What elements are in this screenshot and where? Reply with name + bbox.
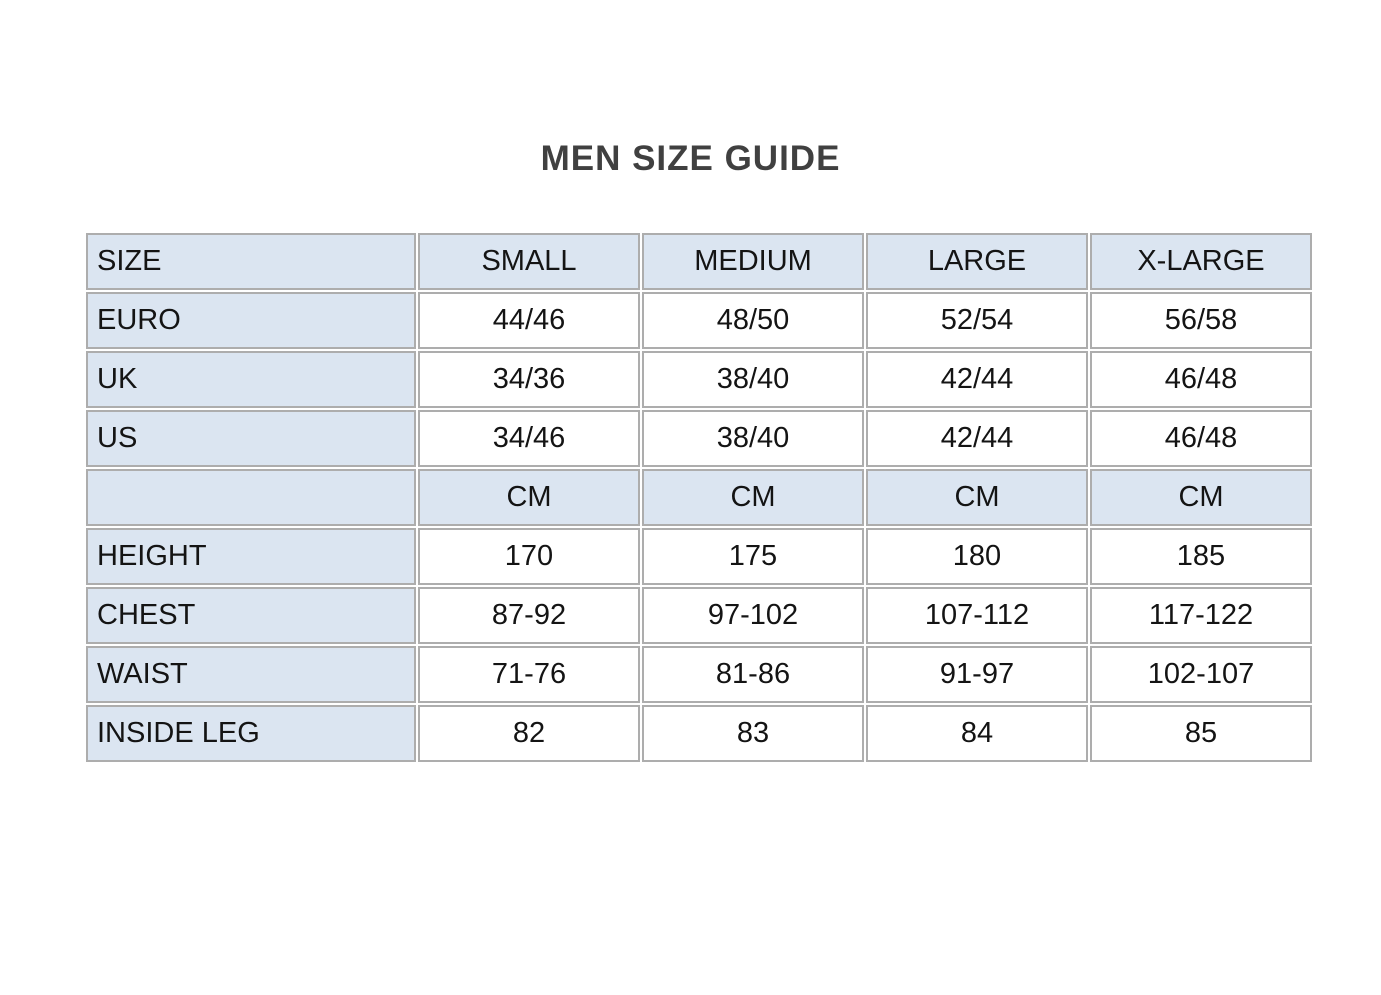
value-cell: 52/54 bbox=[866, 292, 1088, 349]
header-cell-size: SIZE bbox=[86, 233, 416, 290]
value-cell: 97-102 bbox=[642, 587, 864, 644]
row-label-cell: HEIGHT bbox=[86, 528, 416, 585]
value-cell: 42/44 bbox=[866, 410, 1088, 467]
table-row: US 34/46 38/40 42/44 46/48 bbox=[86, 410, 1312, 467]
value-cell: 44/46 bbox=[418, 292, 640, 349]
row-label-cell: UK bbox=[86, 351, 416, 408]
value-cell: 180 bbox=[866, 528, 1088, 585]
value-cell: 46/48 bbox=[1090, 410, 1312, 467]
row-label-cell: EURO bbox=[86, 292, 416, 349]
value-cell: 38/40 bbox=[642, 410, 864, 467]
value-cell: 81-86 bbox=[642, 646, 864, 703]
value-cell: CM bbox=[642, 469, 864, 526]
value-cell: 34/36 bbox=[418, 351, 640, 408]
value-cell: 82 bbox=[418, 705, 640, 762]
value-cell: CM bbox=[866, 469, 1088, 526]
value-cell: 83 bbox=[642, 705, 864, 762]
value-cell: 107-112 bbox=[866, 587, 1088, 644]
value-cell: 170 bbox=[418, 528, 640, 585]
value-cell: CM bbox=[1090, 469, 1312, 526]
header-cell: SMALL bbox=[418, 233, 640, 290]
header-row: SIZE SMALL MEDIUM LARGE X-LARGE bbox=[86, 233, 1312, 290]
table-row: HEIGHT 170 175 180 185 bbox=[86, 528, 1312, 585]
header-cell: LARGE bbox=[866, 233, 1088, 290]
page-title: MEN SIZE GUIDE bbox=[540, 139, 841, 178]
value-cell: 84 bbox=[866, 705, 1088, 762]
value-cell: 42/44 bbox=[866, 351, 1088, 408]
row-label-cell: INSIDE LEG bbox=[86, 705, 416, 762]
table-body: EURO 44/46 48/50 52/54 56/58 UK 34/36 38/40 42/4… bbox=[86, 292, 1312, 762]
value-cell: 56/58 bbox=[1090, 292, 1312, 349]
table-row: CM CM CM CM bbox=[86, 469, 1312, 526]
table-row: CHEST 87-92 97-102 107-112 117-122 bbox=[86, 587, 1312, 644]
row-label-cell bbox=[86, 469, 416, 526]
row-label-cell: US bbox=[86, 410, 416, 467]
value-cell: 87-92 bbox=[418, 587, 640, 644]
header-cell: X-LARGE bbox=[1090, 233, 1312, 290]
value-cell: 48/50 bbox=[642, 292, 864, 349]
size-guide-table: SIZE SMALL MEDIUM LARGE X-LARGE EURO 44/46 48/… bbox=[84, 231, 1314, 764]
value-cell: CM bbox=[418, 469, 640, 526]
table-row: EURO 44/46 48/50 52/54 56/58 bbox=[86, 292, 1312, 349]
value-cell: 117-122 bbox=[1090, 587, 1312, 644]
value-cell: 34/46 bbox=[418, 410, 640, 467]
table-row: INSIDE LEG 82 83 84 85 bbox=[86, 705, 1312, 762]
value-cell: 185 bbox=[1090, 528, 1312, 585]
table-row: WAIST 71-76 81-86 91-97 102-107 bbox=[86, 646, 1312, 703]
table-row: UK 34/36 38/40 42/44 46/48 bbox=[86, 351, 1312, 408]
row-label-cell: WAIST bbox=[86, 646, 416, 703]
value-cell: 71-76 bbox=[418, 646, 640, 703]
value-cell: 91-97 bbox=[866, 646, 1088, 703]
header-cell: MEDIUM bbox=[642, 233, 864, 290]
value-cell: 175 bbox=[642, 528, 864, 585]
value-cell: 85 bbox=[1090, 705, 1312, 762]
value-cell: 38/40 bbox=[642, 351, 864, 408]
value-cell: 102-107 bbox=[1090, 646, 1312, 703]
value-cell: 46/48 bbox=[1090, 351, 1312, 408]
row-label-cell: CHEST bbox=[86, 587, 416, 644]
